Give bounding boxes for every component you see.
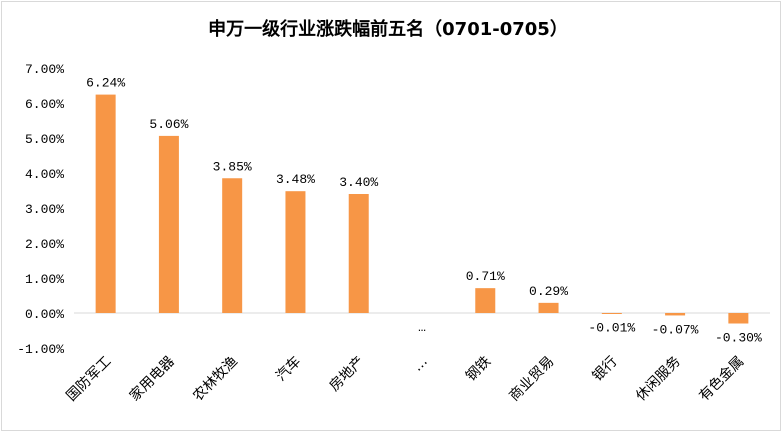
category-label: 银行 xyxy=(590,354,621,385)
category-label: 汽车 xyxy=(272,353,304,385)
bar xyxy=(601,313,622,314)
data-label: -0.30% xyxy=(715,331,762,346)
bar xyxy=(665,313,686,316)
bar xyxy=(285,191,306,313)
bar xyxy=(158,135,179,313)
category-label: … xyxy=(410,354,431,375)
data-label: 6.24% xyxy=(86,76,125,91)
y-tick-label: 6.00% xyxy=(25,97,64,112)
category-label: 有色金属 xyxy=(696,353,748,405)
data-label: -0.01% xyxy=(588,320,635,335)
bar-layer xyxy=(95,94,749,324)
bar xyxy=(538,302,559,313)
category-label-layer: 国防军工 家用电器 农林牧渔 汽车 房地产 … 钢铁 商业贸易 银行 休闲服务 有色金属 xyxy=(64,353,748,405)
data-label: 0.29% xyxy=(529,284,568,299)
y-tick-label: 0.00% xyxy=(25,307,64,322)
data-label: 3.40% xyxy=(339,175,378,190)
y-tick-label: -1.00% xyxy=(17,342,64,357)
axis-layer: -1.00% 0.00% 1.00% 2.00% 3.00% 4.00% 5.00% 6.00… xyxy=(17,62,770,357)
category-label: 钢铁 xyxy=(463,354,494,385)
y-tick-label: 5.00% xyxy=(25,132,64,147)
category-label: 国防军工 xyxy=(64,354,115,405)
data-label: 3.85% xyxy=(213,159,252,174)
data-label: 5.06% xyxy=(149,117,188,132)
data-label: 0.71% xyxy=(466,269,505,284)
data-label-layer: 6.24% 5.06% 3.85% 3.48% 3.40% 0.71% 0.29% -0.01… xyxy=(86,76,762,346)
chart-title: 申万一级行业涨跌幅前五名（0701-0705） xyxy=(208,18,568,40)
gap-ellipsis-label: … xyxy=(418,320,426,335)
category-label: 商业贸易 xyxy=(506,354,557,405)
category-label: 休闲服务 xyxy=(633,354,684,405)
y-tick-label: 2.00% xyxy=(25,237,64,252)
category-label: 房地产 xyxy=(327,354,368,395)
bar xyxy=(475,288,496,313)
data-label: -0.07% xyxy=(652,322,699,337)
y-tick-label: 4.00% xyxy=(25,167,64,182)
category-label: 家用电器 xyxy=(126,353,178,405)
bar xyxy=(728,313,749,324)
bar xyxy=(222,178,243,313)
y-tick-label: 3.00% xyxy=(25,202,64,217)
category-label: 农林牧渔 xyxy=(190,354,241,405)
bar xyxy=(348,194,369,313)
bar xyxy=(95,94,116,313)
y-tick-label: 1.00% xyxy=(25,272,64,287)
data-label: 3.48% xyxy=(276,172,315,187)
y-tick-label: 7.00% xyxy=(25,62,64,77)
